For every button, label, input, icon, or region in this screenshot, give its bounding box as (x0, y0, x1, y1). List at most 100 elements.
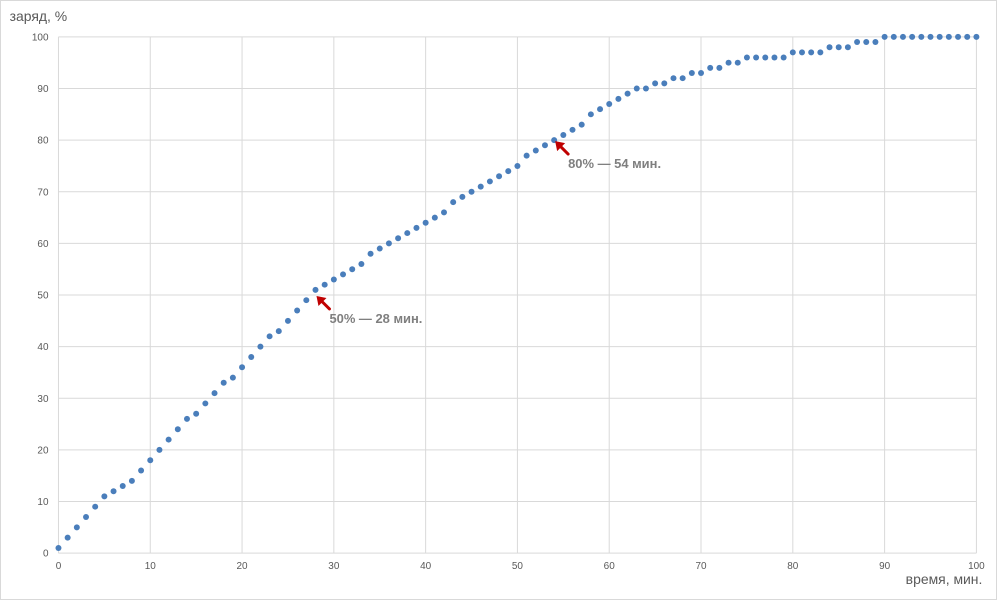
data-point (872, 39, 879, 46)
data-point (762, 54, 769, 61)
data-point (404, 230, 411, 237)
data-point (468, 188, 475, 195)
data-point (890, 33, 897, 40)
data-point (927, 33, 934, 40)
data-point (294, 307, 301, 314)
data-point (808, 49, 815, 56)
data-point (918, 33, 925, 40)
data-point (413, 224, 420, 231)
data-point (55, 545, 62, 551)
data-point (193, 410, 200, 417)
data-point (642, 85, 649, 92)
data-point (569, 126, 576, 133)
data-point (385, 240, 392, 247)
y-tick-label: 100 (32, 32, 49, 43)
data-point (147, 457, 154, 464)
data-point (771, 54, 778, 61)
data-point (312, 286, 319, 293)
data-point (110, 488, 117, 495)
data-point (211, 390, 218, 397)
y-tick-label: 90 (37, 84, 49, 95)
data-point (863, 39, 870, 46)
data-point (955, 33, 962, 40)
data-point (881, 33, 888, 40)
data-point (83, 514, 89, 521)
data-point (826, 44, 833, 51)
data-point (229, 374, 236, 381)
y-tick-label: 0 (43, 549, 49, 560)
data-point (64, 534, 71, 541)
data-point (532, 147, 539, 154)
y-tick-label: 70 (37, 187, 49, 198)
data-point (496, 173, 503, 180)
data-point (725, 59, 732, 66)
data-point (367, 250, 374, 257)
data-point (780, 54, 787, 61)
data-point (514, 162, 521, 169)
data-point (679, 75, 686, 82)
x-tick-label: 100 (968, 561, 985, 572)
y-tick-label: 50 (37, 291, 49, 302)
y-tick-label: 30 (37, 394, 49, 405)
data-point (615, 95, 622, 102)
annotation-label: 50% — 28 мин. (329, 311, 422, 326)
annotation-label: 80% — 54 мин. (568, 156, 661, 171)
data-point (578, 121, 585, 128)
data-point (239, 364, 246, 371)
y-axis-title: заряд, % (10, 8, 68, 24)
x-tick-label: 10 (145, 561, 157, 572)
data-point (477, 183, 484, 190)
data-point (119, 483, 126, 490)
x-tick-label: 60 (604, 561, 616, 572)
data-point (560, 131, 567, 138)
y-tick-label: 20 (37, 445, 49, 456)
data-point (174, 426, 181, 433)
data-point (422, 219, 429, 226)
data-point (899, 33, 906, 40)
data-point (854, 39, 861, 46)
data-point (964, 33, 971, 40)
tick-labels: 0 10 20 30 40 50 60 70 80 90 100 0 10 20 30 40 50 60 70 80 9… (32, 32, 985, 572)
data-point (973, 33, 980, 40)
data-point (266, 333, 273, 340)
x-axis-title: время, мин. (906, 571, 983, 587)
data-point (395, 235, 402, 242)
data-point (73, 524, 80, 531)
y-tick-label: 40 (37, 342, 49, 353)
data-point (165, 436, 172, 443)
data-point (523, 152, 530, 159)
data-point (698, 70, 705, 77)
data-point (248, 353, 255, 360)
data-point (303, 297, 310, 304)
data-point (505, 168, 512, 175)
data-point (633, 85, 640, 92)
annotation-arrow-head (555, 141, 566, 152)
data-point (936, 33, 943, 40)
data-point (376, 245, 383, 252)
data-point (743, 54, 750, 61)
x-tick-label: 40 (420, 561, 432, 572)
data-point (789, 49, 796, 56)
x-tick-label: 20 (237, 561, 249, 572)
annotation: 50% — 28 мин. (316, 296, 422, 326)
data-point (128, 477, 135, 484)
data-point (138, 467, 145, 474)
data-point (909, 33, 916, 40)
data-point (202, 400, 209, 407)
data-point (340, 271, 347, 278)
data-point (688, 70, 695, 77)
data-point (817, 49, 824, 56)
data-point (670, 75, 677, 82)
data-point (349, 266, 356, 273)
x-tick-label: 70 (695, 561, 707, 572)
y-tick-label: 80 (37, 136, 49, 147)
annotation-arrow-head (316, 296, 327, 306)
data-point (835, 44, 842, 51)
data-point (652, 80, 659, 87)
data-point (450, 199, 457, 206)
data-point (716, 64, 723, 71)
data-point (734, 59, 741, 66)
data-point (183, 415, 190, 422)
data-point (661, 80, 668, 87)
